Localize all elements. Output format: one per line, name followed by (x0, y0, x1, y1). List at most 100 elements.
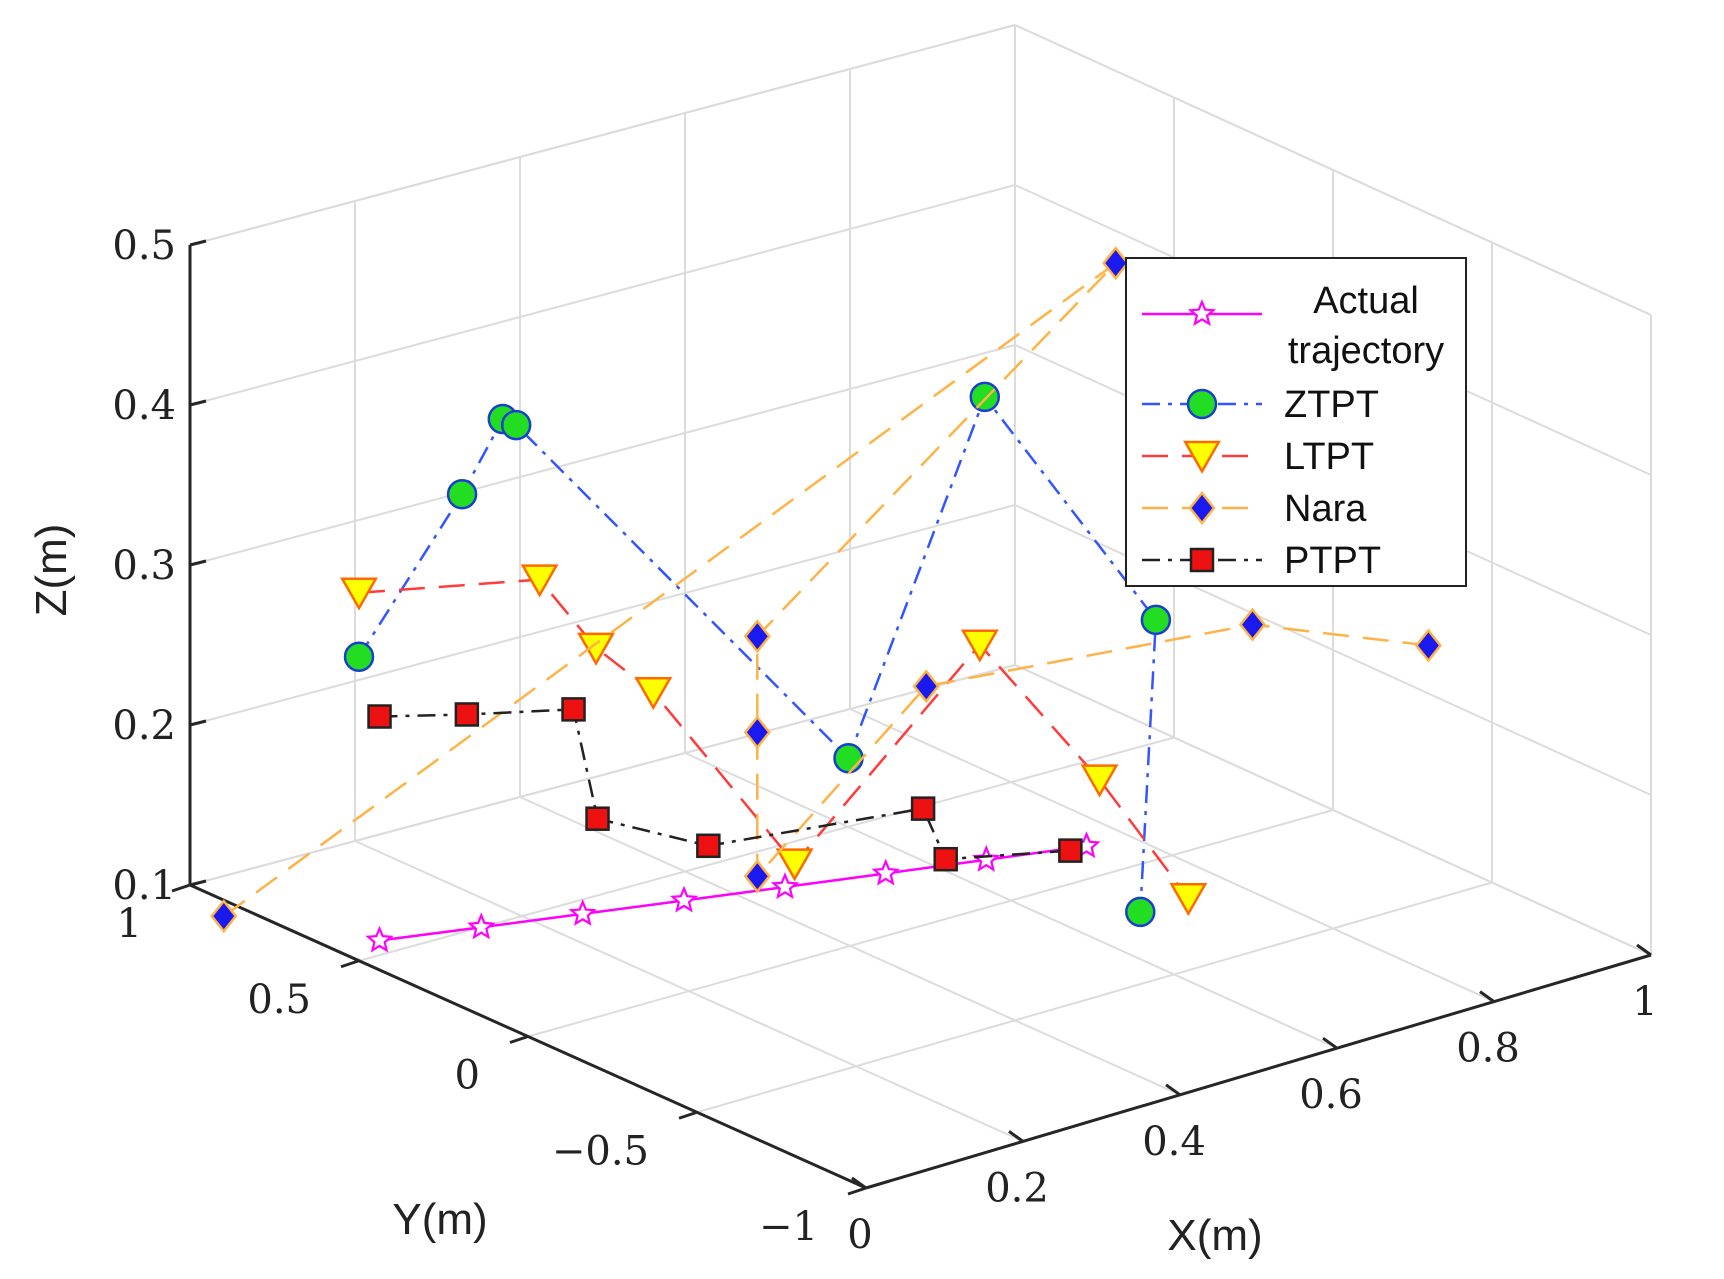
series-line (379, 708, 1071, 861)
backwall-grid-z (189, 504, 1016, 726)
data-point (743, 859, 771, 894)
x-tick-label: 1 (1632, 979, 1657, 1025)
data-point (577, 632, 616, 666)
legend-label: LTPT (1284, 436, 1374, 478)
data-point (1080, 764, 1119, 798)
legend-label: PTPT (1284, 540, 1381, 582)
legend-label: Actual (1313, 280, 1419, 322)
x-tick-label: 0 (847, 1212, 872, 1258)
data-point (933, 846, 958, 872)
data-point (1238, 607, 1267, 642)
data-point (972, 844, 1001, 872)
data-point (568, 898, 597, 926)
y-tick (678, 1110, 698, 1120)
data-point (960, 629, 999, 663)
legend-marker (1186, 388, 1218, 420)
data-point (365, 925, 394, 953)
x-tick (1165, 1083, 1181, 1097)
data-point (210, 899, 238, 934)
data-point (561, 697, 586, 722)
z-tick-label: 0.5 (112, 223, 176, 269)
data-point (500, 409, 532, 441)
x-tick (1479, 990, 1495, 1003)
grid (189, 24, 1652, 1189)
series-line (358, 578, 1190, 899)
x-tick-label: 0.2 (985, 1165, 1049, 1211)
box-edge (1014, 24, 1652, 316)
x-tick-label: 0.4 (1142, 1119, 1206, 1165)
data-point (1102, 246, 1130, 281)
y-tick-label: −1 (759, 1204, 818, 1250)
z-tick-label: 0.1 (112, 863, 176, 909)
backwall-grid-z (189, 344, 1016, 566)
z-tick (189, 879, 207, 887)
y-tick (171, 883, 191, 893)
legend-marker (1187, 299, 1217, 327)
sidewall-grid-z (1014, 504, 1652, 796)
series-actual-trajectory (365, 831, 1101, 953)
series-ptpt (367, 697, 1083, 872)
x-axis-line (865, 953, 1652, 1190)
data-point (1169, 882, 1208, 917)
legend-label: Nara (1284, 488, 1367, 530)
data-point (912, 669, 940, 704)
z-tick-label: 0.2 (112, 703, 176, 749)
legend-label: ZTPT (1284, 384, 1379, 426)
x-tick-label: 0.6 (1299, 1072, 1363, 1118)
series-ltpt (340, 564, 1208, 917)
data-point (343, 641, 375, 672)
data-point (520, 564, 559, 598)
data-point (969, 381, 1001, 413)
z-tick (189, 559, 207, 567)
data-point (446, 478, 478, 510)
data-point (1058, 838, 1083, 863)
y-axis-label: Y(m) (392, 1195, 487, 1244)
floor-grid-y (358, 736, 1175, 962)
legend-marker (1188, 490, 1216, 526)
y-tick (847, 1186, 867, 1196)
legend-label: trajectory (1288, 330, 1444, 372)
z-tick-label: 0.4 (112, 383, 176, 429)
x-axis-label: X(m) (1167, 1211, 1262, 1260)
y-tick (340, 959, 360, 969)
data-point (1140, 604, 1172, 636)
data-point (743, 715, 771, 750)
data-point (467, 912, 496, 940)
series-nara (210, 246, 1443, 934)
legend-marker (1189, 547, 1215, 573)
data-point (669, 885, 699, 913)
x-tick (851, 1176, 867, 1190)
z-tick (189, 399, 207, 407)
floor-grid-y (696, 881, 1493, 1114)
x-tick-label: 0.8 (1456, 1026, 1520, 1072)
y-tick-label: −0.5 (552, 1128, 649, 1174)
data-point (775, 848, 814, 882)
series-group (210, 246, 1443, 953)
backwall-grid-z (189, 664, 1016, 886)
floor-grid-y (527, 809, 1334, 1038)
data-point (743, 619, 771, 654)
sidewall-grid-z (1014, 664, 1652, 956)
data-point (1125, 896, 1156, 928)
z-tick (189, 719, 207, 727)
box-edge (189, 24, 1016, 246)
data-point (585, 806, 610, 831)
data-point (871, 858, 900, 886)
y-tick (509, 1035, 529, 1044)
z-axis-label: Z(m) (27, 524, 76, 617)
y-tick-label: 0 (455, 1053, 480, 1099)
data-point (340, 577, 378, 611)
legend-marker (1183, 440, 1221, 474)
data-point (1414, 628, 1443, 663)
y-tick-label: 0.5 (247, 977, 311, 1023)
y-tick-label: 1 (117, 901, 142, 947)
x-tick (1322, 1036, 1338, 1050)
legend-box (1125, 257, 1467, 587)
z-tick (189, 239, 207, 247)
data-point (696, 833, 721, 859)
legend: Actual trajectory ZTPT LTPT Nara PTPT (1125, 257, 1467, 587)
backwall-grid-z (189, 184, 1016, 406)
axes: 00.20.40.60.81−1−0.500.510.10.20.30.40.5 (112, 223, 1657, 1258)
data-point (770, 872, 800, 900)
